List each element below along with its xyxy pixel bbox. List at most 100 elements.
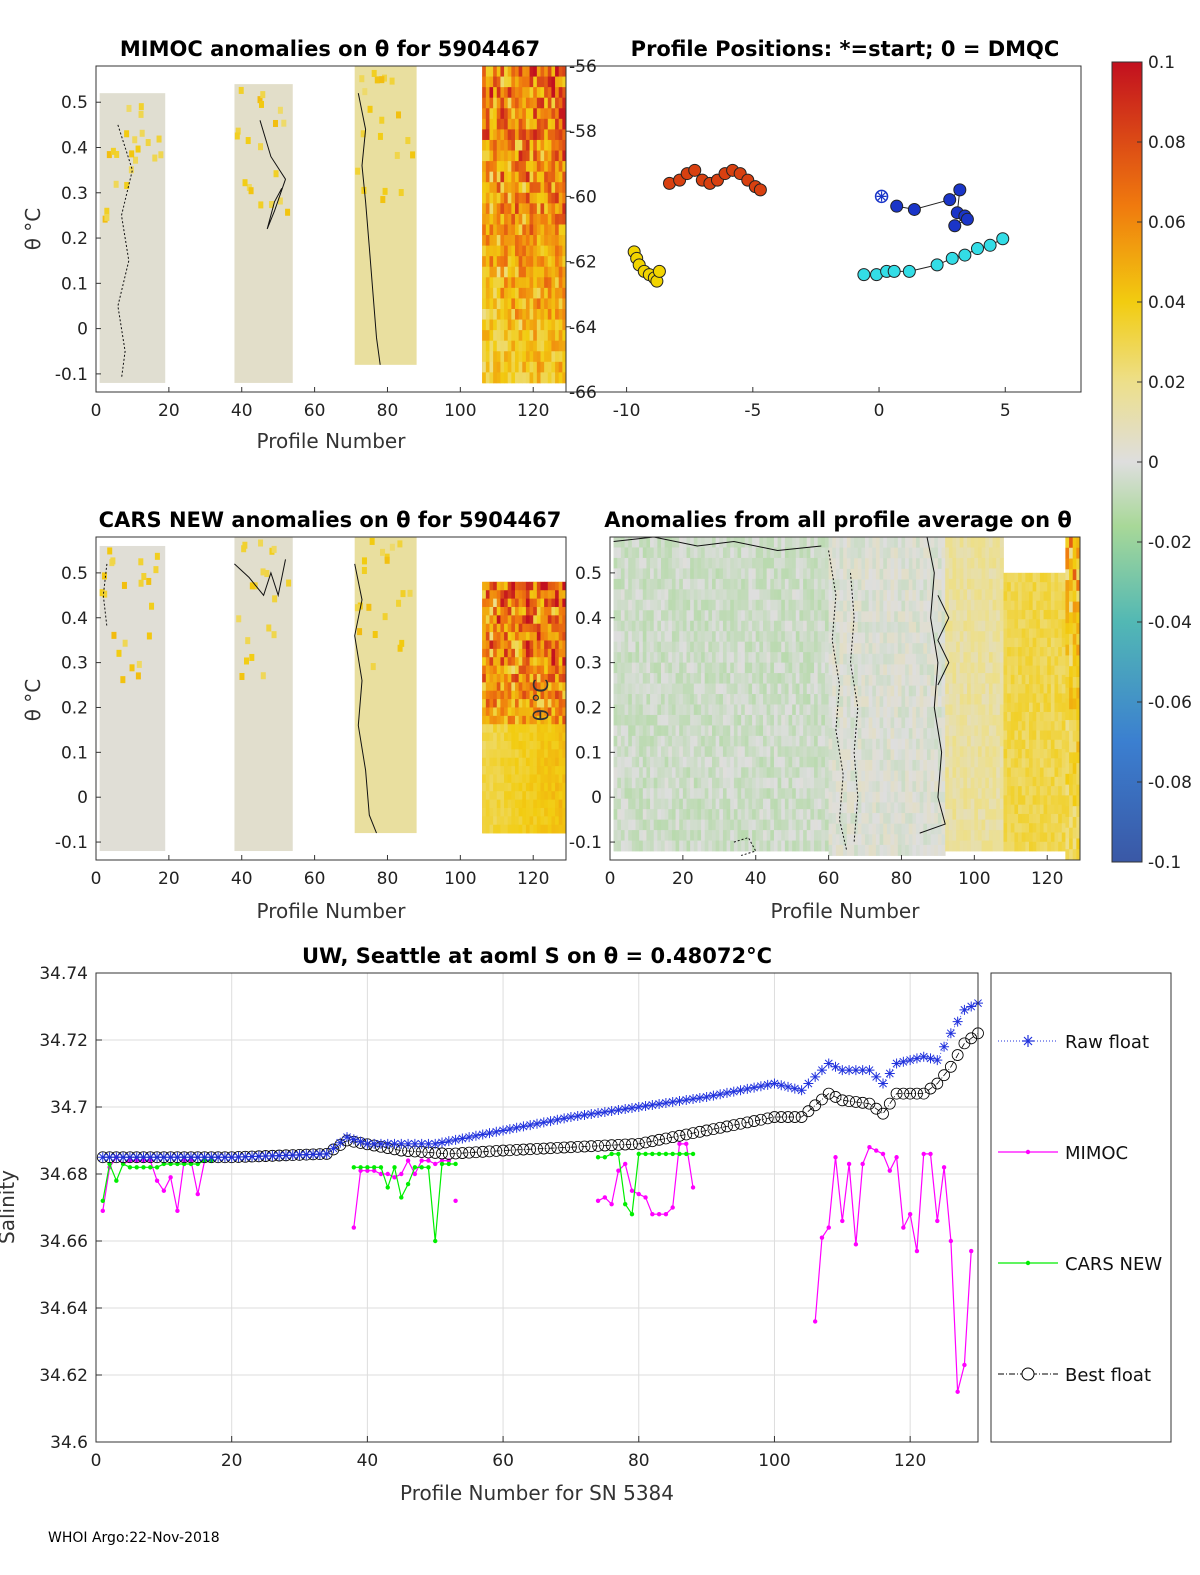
- anomaly-cell: [642, 673, 647, 684]
- anomaly-cell: [824, 830, 830, 841]
- anomaly-cell: [1007, 767, 1012, 778]
- anomaly-cell: [522, 298, 527, 310]
- y-tick-label: -62: [569, 253, 597, 273]
- anomaly-cell: [799, 819, 804, 831]
- anomaly-cell: [832, 600, 837, 612]
- anomaly-cell: [562, 732, 567, 742]
- anomaly-cell: [755, 714, 760, 726]
- anomaly-cell: [522, 699, 527, 708]
- anomaly-cell: [507, 298, 512, 310]
- anomaly-cell: [642, 756, 647, 768]
- anomaly-cell: [544, 182, 549, 194]
- anomaly-cell: [690, 725, 695, 737]
- anomaly-cell: [671, 610, 676, 622]
- anomaly-cell: [635, 767, 640, 779]
- anomaly-cell: [617, 725, 622, 737]
- anomaly-cell: [1003, 647, 1008, 657]
- anomaly-cell: [536, 774, 541, 784]
- anomaly-cell: [628, 714, 633, 726]
- anomaly-cell: [784, 641, 789, 653]
- anomaly-cell: [708, 578, 713, 590]
- anomaly-cell: [715, 673, 720, 684]
- anomaly-cell: [485, 724, 490, 733]
- anomaly-cell: [923, 728, 928, 740]
- anomaly-cell: [525, 581, 530, 591]
- anomaly-cell: [631, 704, 636, 716]
- anomaly-cell: [493, 182, 498, 194]
- anomaly-cell: [628, 746, 633, 758]
- anomaly-cell: [384, 556, 390, 564]
- anomaly-cell: [868, 537, 873, 549]
- anomaly-cell: [846, 611, 851, 623]
- anomaly-cell: [970, 683, 975, 695]
- anomaly-cell: [722, 714, 727, 726]
- anomaly-cell: [719, 568, 724, 580]
- anomaly-cell: [522, 648, 527, 658]
- anomaly-cell: [507, 824, 512, 834]
- anomaly-cell: [883, 558, 888, 570]
- anomaly-cell: [525, 277, 530, 289]
- anomaly-cell: [890, 749, 895, 761]
- anomaly-cell: [715, 788, 720, 800]
- anomaly-cell: [999, 767, 1004, 779]
- anomaly-cell: [788, 610, 793, 622]
- anomaly-cell: [759, 819, 764, 831]
- anomaly-cell: [642, 537, 647, 548]
- anomaly-cell: [748, 756, 753, 768]
- anomaly-cell: [646, 809, 651, 821]
- anomaly-cell: [719, 714, 724, 726]
- anomaly-cell: [744, 631, 749, 643]
- anomaly-cell: [540, 150, 545, 162]
- anomaly-cell: [635, 589, 640, 601]
- anomaly-cell: [839, 547, 844, 559]
- anomaly-cell: [613, 652, 618, 664]
- anomaly-cell: [752, 840, 757, 852]
- anomaly-cell: [897, 834, 902, 846]
- anomaly-cell: [850, 696, 855, 708]
- anomaly-cell: [883, 547, 888, 559]
- anomaly-cell: [558, 757, 563, 767]
- anomaly-cell: [810, 568, 815, 580]
- anomaly-cell: [533, 108, 538, 120]
- anomaly-cell: [974, 578, 979, 590]
- anomaly-cell: [992, 809, 997, 821]
- anomaly-cell: [540, 361, 545, 373]
- anomaly-cell: [613, 578, 618, 590]
- anomaly-cell: [722, 568, 727, 580]
- anomaly-cell: [485, 118, 490, 130]
- anomaly-cell: [908, 600, 913, 612]
- anomaly-cell: [493, 319, 498, 331]
- anomaly-cell: [733, 620, 738, 632]
- anomaly-cell: [522, 757, 527, 767]
- anomaly-cell: [693, 568, 698, 580]
- anomaly-cell: [741, 578, 746, 590]
- anomaly-cell: [639, 631, 644, 643]
- anomaly-cell: [555, 330, 560, 342]
- anomaly-cell: [988, 798, 993, 810]
- anomaly-cell: [996, 767, 1001, 779]
- anomaly-cell: [806, 725, 811, 737]
- anomaly-cell: [642, 819, 647, 831]
- x-tick-label: 40: [231, 869, 253, 889]
- anomaly-cell: [803, 662, 808, 674]
- anomaly-cell: [817, 683, 822, 695]
- anomaly-cell: [679, 830, 684, 841]
- anomaly-cell: [967, 809, 972, 821]
- anomaly-cell: [511, 682, 516, 692]
- colorbar-tick-label: 0.04: [1148, 293, 1186, 313]
- anomaly-cell: [690, 557, 695, 569]
- anomaly-cell: [948, 704, 953, 716]
- anomaly-cell: [752, 662, 757, 674]
- anomaly-cell: [642, 578, 647, 590]
- anomaly-cell: [642, 704, 647, 716]
- anomaly-cell: [522, 351, 527, 363]
- anomaly-cell: [249, 653, 255, 661]
- anomaly-cell: [763, 798, 768, 810]
- anomaly-cell: [511, 118, 516, 130]
- anomaly-cell: [854, 706, 859, 718]
- anomaly-cell: [996, 830, 1001, 841]
- anomaly-cell: [843, 568, 848, 580]
- anomaly-cell: [657, 735, 662, 747]
- anomaly-cell: [854, 685, 859, 697]
- anomaly-cell: [814, 725, 819, 737]
